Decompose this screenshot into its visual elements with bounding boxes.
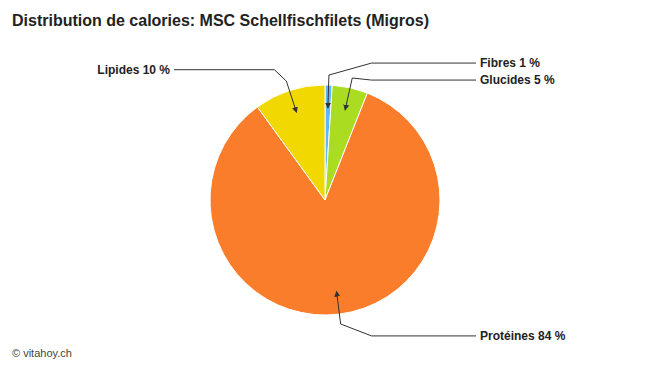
leader-line: [345, 78, 476, 110]
slice-label: Glucides 5 %: [480, 73, 555, 87]
slice: [257, 85, 325, 200]
slice-label: Lipides 10 %: [97, 63, 170, 77]
slice-label: Fibres 1 %: [480, 56, 540, 70]
labels: Fibres 1 % Glucides 5 % Protéines 84 % Lipi…: [97, 56, 565, 343]
annotation: © vitahoy.ch: [12, 347, 72, 359]
pie: Fibres 1 % Glucides 5 % Protéines 84 % Lipi…: [97, 56, 565, 343]
leader-line: [174, 70, 297, 113]
title: Distribution de calories: MSC Schellfisc…: [12, 12, 429, 29]
leader-line: [337, 291, 476, 336]
slice-label: Protéines 84 %: [480, 329, 566, 343]
chart: Distribution de calories: MSC Schellfisc…: [0, 0, 650, 365]
